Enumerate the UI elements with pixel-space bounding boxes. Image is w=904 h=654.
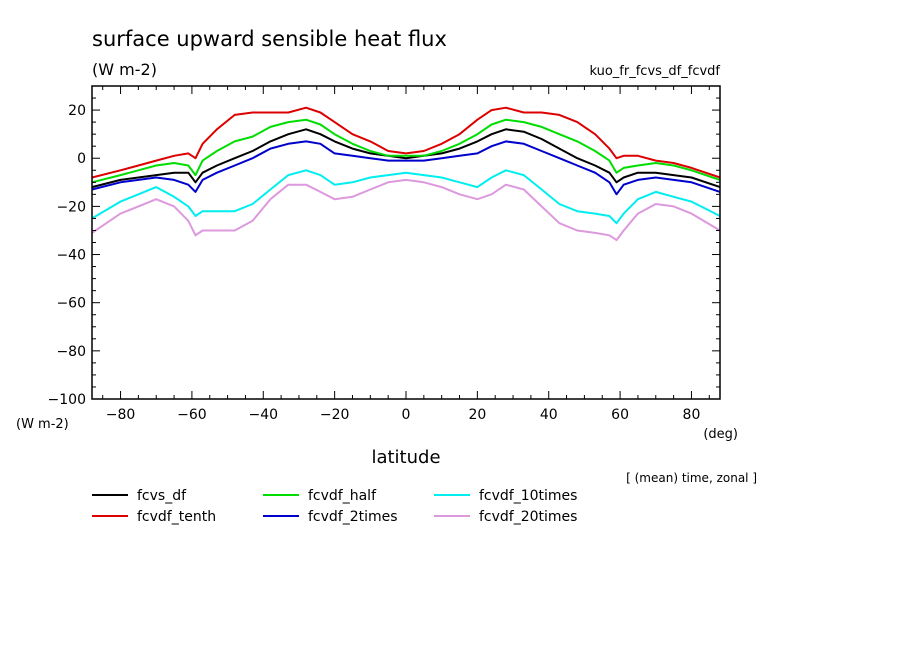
y-tick-label: −60 [56, 296, 86, 312]
y-tick-label: −80 [56, 344, 86, 360]
y-tick-label: −20 [56, 199, 86, 215]
legend-label-fcvdf_20times: fcvdf_20times [479, 509, 577, 525]
x-tick-label: 20 [468, 407, 486, 423]
series-line-fcvdf_10times [91, 169, 721, 225]
x-tick-label: 80 [683, 407, 701, 423]
experiment-label: kuo_fr_fcvs_df_fcvdf [589, 64, 720, 79]
x-tick-label: 0 [402, 407, 411, 423]
axis-layer: −80 −60 −40 −20 0 20 40 60 80 −100 −80 −60 −40 −20 0 20 [48, 86, 720, 423]
y-tick-label: 20 [68, 103, 86, 119]
y-tick-label: 0 [77, 151, 86, 167]
series-layer [91, 106, 721, 242]
x-tick-label: 60 [611, 407, 629, 423]
x-tick-label: −20 [320, 407, 350, 423]
x-tick-label: 40 [540, 407, 558, 423]
legend-label-fcvs_df: fcvs_df [137, 488, 187, 504]
legend-label-fcvdf_10times: fcvdf_10times [479, 488, 577, 504]
x-tick-label: −80 [106, 407, 136, 423]
x-tick-label: −40 [248, 407, 278, 423]
legend-label-fcvdf_half: fcvdf_half [308, 488, 377, 504]
y-unit-label: (W m-2) [16, 417, 69, 432]
x-axis-label: latitude [371, 447, 440, 468]
series-line-fcvdf_20times [91, 178, 721, 242]
plot-frame [91, 85, 721, 400]
series-line-fcvdf_2times [91, 140, 721, 196]
x-tick-label: −60 [177, 407, 207, 423]
chart-title: surface upward sensible heat flux [92, 27, 447, 51]
averaging-note: [ (mean) time, zonal ] [626, 471, 757, 485]
chart-units-label: (W m-2) [92, 60, 157, 79]
y-tick-label: −40 [56, 248, 86, 264]
series-line-fcvdf_half [91, 118, 721, 184]
legend-label-fcvdf_tenth: fcvdf_tenth [137, 509, 216, 525]
series-line-fcvs_df [91, 128, 721, 189]
x-unit-label: (deg) [703, 427, 738, 442]
series-line-fcvdf_tenth [91, 106, 721, 179]
legend-label-fcvdf_2times: fcvdf_2times [308, 509, 398, 525]
legend: fcvs_df fcvdf_tenth fcvdf_half fcvdf_2times… [92, 488, 577, 525]
y-tick-label: −100 [48, 392, 86, 408]
